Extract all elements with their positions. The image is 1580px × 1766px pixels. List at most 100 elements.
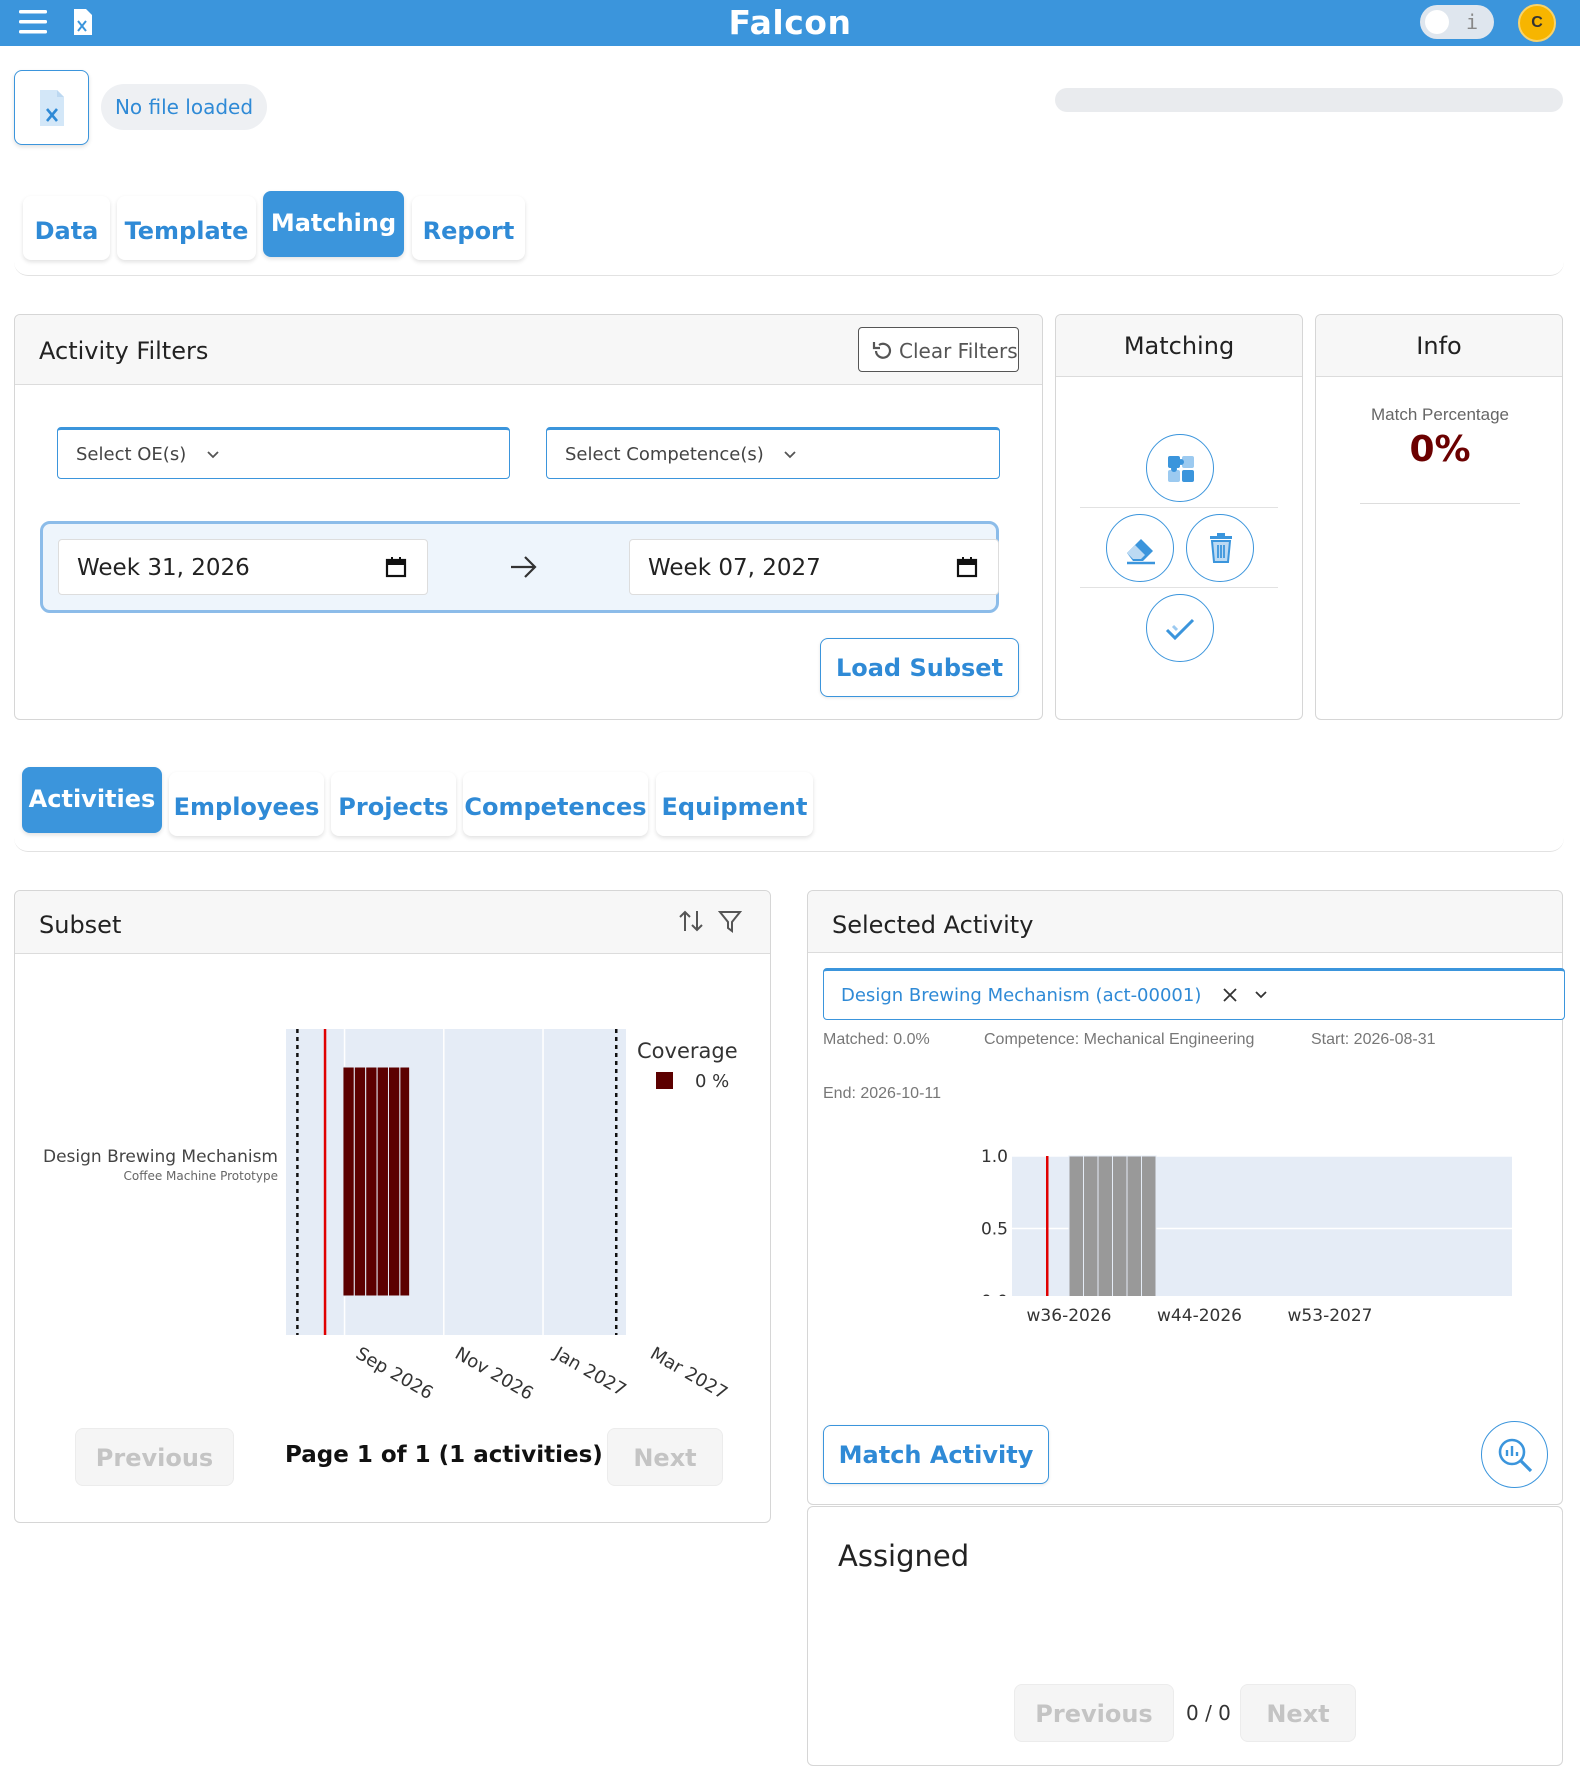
bar-x-tick-label: w36-2026 — [1027, 1306, 1112, 1326]
selected-activity-card: Selected Activity Design Brewing Mechani… — [807, 890, 1565, 1505]
hamburger-menu-icon[interactable] — [18, 8, 48, 36]
gantt-bar — [376, 1066, 389, 1297]
gantt-x-tick-label: Jan 2027 — [550, 1343, 630, 1401]
card-title: Selected Activity — [832, 911, 1034, 939]
bar — [1097, 1155, 1113, 1296]
competence-select-placeholder: Select Competence(s) — [565, 444, 764, 465]
bar — [1112, 1155, 1128, 1296]
arrow-right-icon — [511, 556, 537, 578]
puzzle-icon — [1168, 456, 1194, 482]
gantt-bar — [353, 1066, 367, 1297]
file-status-badge: No file loaded — [101, 84, 267, 130]
clear-matches-button[interactable] — [1106, 514, 1174, 582]
top-bar: Falcon i C — [0, 0, 1580, 46]
weekly-bar-chart: 0.0 0.5 1.0 — [981, 1147, 1512, 1296]
bar — [1141, 1155, 1157, 1296]
excel-file-icon — [40, 90, 64, 126]
toggle-label: i — [1466, 10, 1479, 34]
tab-equipment[interactable]: Equipment — [656, 772, 813, 836]
analyze-button[interactable] — [1481, 1421, 1548, 1488]
file-upload-button[interactable] — [14, 70, 89, 145]
card-title: Matching — [1123, 332, 1235, 360]
matching-card: Matching — [1055, 314, 1303, 720]
legend-swatch — [656, 1072, 673, 1089]
oe-select[interactable]: Select OE(s) — [57, 427, 510, 479]
start-week-value: Week 31, 2026 — [77, 555, 250, 581]
end-week-value: Week 07, 2027 — [648, 555, 821, 581]
close-icon[interactable] — [1222, 987, 1238, 1003]
card-header: Info — [1316, 315, 1562, 377]
sort-icon[interactable] — [678, 909, 704, 933]
end-info: End: 2026-10-11 — [823, 1085, 942, 1102]
assigned-previous-button[interactable]: Previous — [1014, 1684, 1174, 1742]
calendar-icon[interactable] — [384, 555, 408, 579]
competence-info: Competence: Mechanical Engineering — [984, 1031, 1255, 1048]
gantt-category-sublabel: Coffee Machine Prototype — [123, 1169, 278, 1183]
tab-template[interactable]: Template — [117, 196, 256, 260]
match-percentage-label: Match Percentage — [1371, 405, 1509, 424]
theme-toggle[interactable]: i — [1420, 5, 1494, 39]
toggle-knob — [1425, 10, 1449, 34]
end-week-input[interactable]: Week 07, 2027 — [629, 539, 999, 595]
tab-data[interactable]: Data — [23, 196, 110, 260]
chevron-down-icon — [207, 451, 219, 459]
gantt-x-tick-label: Nov 2026 — [451, 1343, 537, 1405]
matched-info: Matched: 0.0% — [823, 1031, 930, 1048]
divider — [1360, 503, 1520, 504]
activity-filters-card: Activity Filters Clear Filters Select OE… — [14, 314, 1043, 720]
card-header: Matching — [1056, 315, 1302, 377]
activity-select-value: Design Brewing Mechanism (act-00001) — [841, 985, 1202, 1006]
legend-entry: 0 % — [695, 1071, 729, 1092]
clear-filters-button[interactable]: Clear Filters — [858, 327, 1019, 372]
card-title: Info — [1416, 332, 1462, 360]
legend-title: Coverage — [637, 1039, 738, 1063]
delete-button[interactable] — [1186, 514, 1254, 582]
gantt-plot-area — [286, 1029, 626, 1335]
load-subset-button[interactable]: Load Subset — [820, 638, 1019, 697]
tab-report[interactable]: Report — [412, 196, 525, 260]
confirm-button[interactable] — [1146, 594, 1214, 662]
gantt-category-label: Design Brewing Mechanism — [43, 1147, 278, 1167]
match-percentage-value: 0% — [1409, 429, 1471, 470]
tab-activities[interactable]: Activities — [22, 767, 162, 833]
assigned-count: 0 / 0 — [1186, 1701, 1231, 1725]
weekly-bar-xaxis: w36-2026 w44-2026 w53-2027 — [1027, 1306, 1373, 1326]
card-title: Assigned — [838, 1539, 970, 1573]
chevron-down-icon — [784, 451, 796, 459]
divider — [1080, 507, 1278, 508]
bar-y-tick-label: 1.0 — [981, 1147, 1008, 1167]
filter-icon[interactable] — [718, 909, 742, 933]
eraser-icon — [1127, 539, 1155, 565]
match-activity-button[interactable]: Match Activity — [823, 1425, 1049, 1484]
tab-competences[interactable]: Competences — [463, 772, 648, 836]
trash-icon — [1210, 533, 1232, 563]
calendar-icon[interactable] — [955, 555, 979, 579]
tab-projects[interactable]: Projects — [331, 772, 456, 836]
assigned-next-button[interactable]: Next — [1240, 1684, 1356, 1742]
user-avatar[interactable]: C — [1518, 4, 1556, 42]
activity-select[interactable]: Design Brewing Mechanism (act-00001) — [823, 968, 1565, 1020]
gantt-x-tick-label: Mar 2027 — [647, 1343, 732, 1404]
gantt-bar — [399, 1066, 411, 1297]
app-brand: Falcon — [728, 3, 852, 42]
bar-y-tick-label: 0.5 — [981, 1220, 1008, 1240]
next-button[interactable]: Next — [607, 1428, 723, 1486]
double-check-icon — [1165, 618, 1195, 641]
assigned-card: Assigned Previous 0 / 0 Next — [807, 1506, 1563, 1766]
bar — [1126, 1155, 1142, 1296]
excel-file-icon[interactable] — [72, 8, 94, 36]
chevron-down-icon[interactable] — [1254, 990, 1268, 1000]
previous-button[interactable]: Previous — [75, 1428, 234, 1486]
bar-y-tick-label: 0.0 — [981, 1292, 1008, 1296]
tab-matching[interactable]: Matching — [263, 191, 404, 257]
tab-employees[interactable]: Employees — [169, 772, 324, 836]
clear-filters-label: Clear Filters — [899, 339, 1018, 363]
gantt-bar — [387, 1066, 401, 1297]
subset-card: Subset Sep 2026 Nov 2026 Jan 2027 Mar 2027 … — [14, 890, 771, 1523]
competence-select[interactable]: Select Competence(s) — [546, 427, 1000, 479]
bar — [1083, 1155, 1099, 1296]
divider — [1080, 587, 1278, 588]
start-week-input[interactable]: Week 31, 2026 — [58, 539, 428, 595]
page-info: Page 1 of 1 (1 activities) — [285, 1442, 603, 1468]
auto-match-button[interactable] — [1146, 434, 1214, 502]
